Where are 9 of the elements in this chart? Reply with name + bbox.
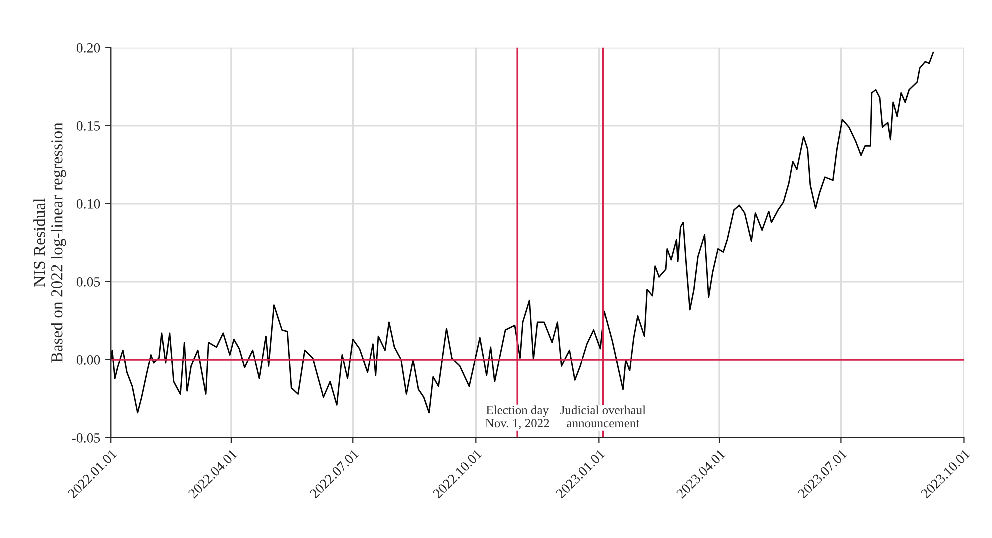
y-axis-title: NIS Residual Based on 2022 log-linear regression — [34, 122, 66, 363]
ref-line-label: Judicial overhaul announcement — [560, 406, 646, 428]
y-tick-label: 0.10 — [76, 199, 100, 209]
y-tick-label: 0.05 — [76, 277, 100, 287]
y-tick-label: 0.20 — [76, 43, 100, 53]
y-tick-label: 0.15 — [76, 121, 100, 131]
y-tick-label: -0.05 — [72, 434, 100, 443]
y-tick-label: 0.00 — [76, 356, 100, 365]
ref-line-label: Election day Nov. 1, 2022 — [486, 406, 550, 430]
